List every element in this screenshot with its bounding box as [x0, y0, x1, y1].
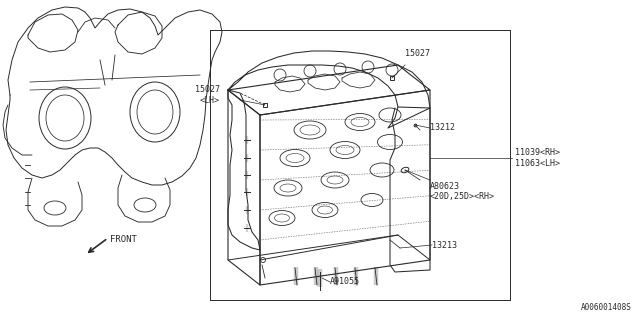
Text: A91055: A91055: [330, 277, 360, 286]
Text: 13212: 13212: [430, 124, 455, 132]
Text: 11039<RH>
11063<LH>: 11039<RH> 11063<LH>: [515, 148, 560, 168]
Text: 15027: 15027: [405, 49, 430, 58]
Text: 13213: 13213: [432, 241, 457, 250]
Text: A006001408S: A006001408S: [581, 303, 632, 312]
Text: FRONT: FRONT: [110, 236, 137, 244]
Text: 15027
<LH>: 15027 <LH>: [195, 85, 220, 105]
Text: A80623
<20D,25D><RH>: A80623 <20D,25D><RH>: [430, 182, 495, 201]
